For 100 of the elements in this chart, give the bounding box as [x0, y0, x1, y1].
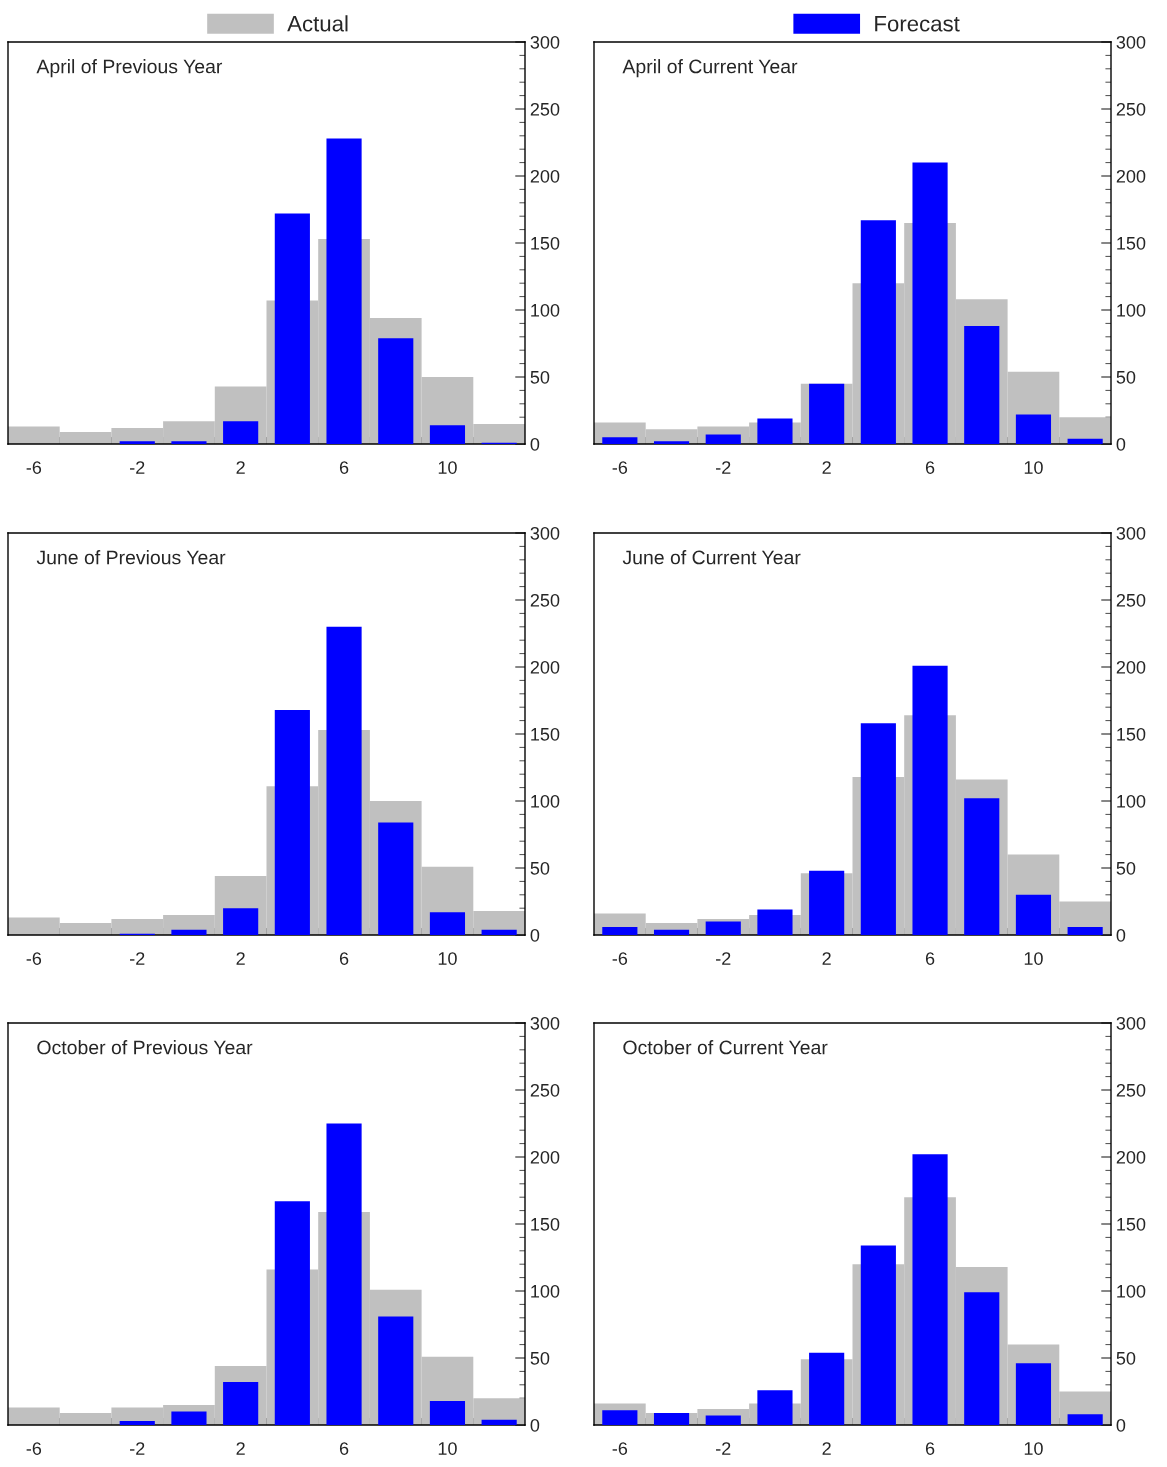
bar — [1067, 438, 1103, 444]
legend-label: Forecast — [875, 16, 960, 32]
x-tick-label: -6 — [612, 461, 628, 474]
y-tick-label: 250 — [1116, 593, 1146, 607]
y-tick-label: 50 — [1116, 370, 1136, 384]
y-tick-label: 0 — [530, 928, 540, 942]
text: June of Current Year — [622, 550, 801, 565]
y-tick-label: 150 — [1117, 1217, 1146, 1231]
y-tick-label: 300 — [530, 1016, 560, 1030]
y-tick-label: 300 — [1116, 526, 1146, 540]
bar — [119, 441, 155, 444]
bar — [171, 1411, 207, 1425]
y-tick-label: 300 — [530, 35, 560, 49]
bar — [429, 1400, 466, 1425]
x-tick-label: 2 — [822, 1442, 831, 1455]
x-tick-label: 2 — [236, 952, 245, 965]
x-tick-label: -2 — [130, 1442, 145, 1455]
legend-label: Actual — [287, 15, 348, 32]
y-tick-label: 100 — [531, 303, 560, 317]
y-tick-label: 50 — [530, 370, 550, 384]
y-tick-label: 50 — [1116, 1351, 1136, 1365]
text: October of Previous Year — [37, 1040, 253, 1055]
text: April of Current Year — [622, 59, 798, 78]
y-tick-label: 0 — [1116, 1418, 1126, 1432]
y-tick-label: 150 — [1117, 727, 1146, 741]
y-tick-label: 200 — [1116, 169, 1146, 183]
x-tick-label: 2 — [822, 461, 831, 474]
x-tick-label: -2 — [716, 1442, 731, 1455]
x-tick-label: 10 — [1024, 952, 1043, 965]
y-tick-label: 200 — [530, 660, 560, 674]
y-tick-label: 0 — [1116, 437, 1126, 451]
text: October of Current Year — [623, 1040, 828, 1055]
y-tick-label: 100 — [531, 794, 560, 808]
x-tick-label: 2 — [236, 461, 245, 474]
bar — [223, 908, 259, 935]
x-tick-label: -2 — [716, 461, 731, 474]
x-tick-label: 6 — [339, 952, 349, 965]
x-tick-label: -6 — [612, 1442, 628, 1455]
x-tick-label: 10 — [1024, 1442, 1043, 1455]
y-tick-label: 250 — [530, 102, 560, 116]
y-tick-label: 300 — [530, 526, 560, 540]
y-tick-label: 200 — [530, 1150, 560, 1164]
bar — [653, 441, 690, 444]
y-tick-label: 0 — [530, 1418, 540, 1432]
bar — [1015, 894, 1052, 935]
bar — [653, 929, 690, 935]
bar — [171, 929, 207, 935]
bar — [171, 441, 207, 444]
y-tick-label: 200 — [1116, 660, 1146, 674]
y-tick-label: 250 — [530, 1083, 560, 1097]
y-tick-label: 200 — [530, 169, 560, 183]
bar — [481, 1419, 517, 1425]
text: June of Previous Year — [36, 550, 226, 565]
bar — [1015, 414, 1052, 444]
x-tick-label: 10 — [1024, 461, 1043, 474]
x-tick-label: -6 — [26, 461, 42, 474]
x-tick-label: 10 — [438, 1442, 457, 1455]
text: April of Previous Year — [36, 59, 223, 78]
x-tick-label: -6 — [26, 952, 42, 965]
x-tick-label: 6 — [339, 461, 349, 474]
y-tick-label: 150 — [531, 1217, 560, 1231]
bar — [1067, 1414, 1103, 1425]
bar — [602, 437, 638, 444]
x-tick-label: -6 — [26, 1442, 42, 1455]
bar — [705, 434, 741, 444]
y-tick-label: 100 — [1117, 303, 1146, 317]
bar — [429, 425, 466, 444]
y-tick-label: 50 — [530, 861, 550, 875]
bar — [602, 926, 638, 935]
y-tick-label: 100 — [531, 1284, 560, 1298]
bar — [1067, 926, 1103, 935]
x-tick-label: -6 — [612, 952, 628, 965]
y-tick-label: 250 — [530, 593, 560, 607]
x-tick-label: 10 — [438, 952, 457, 965]
y-tick-label: 200 — [1116, 1150, 1146, 1164]
y-tick-label: 250 — [1116, 102, 1146, 116]
bar — [602, 1410, 638, 1425]
y-tick-label: 100 — [1117, 1284, 1146, 1298]
y-tick-label: 150 — [531, 236, 560, 250]
x-tick-label: 2 — [236, 1442, 245, 1455]
bar — [1015, 1363, 1052, 1425]
x-tick-label: 6 — [339, 1442, 349, 1455]
y-tick-label: 0 — [1116, 928, 1126, 942]
y-tick-label: 0 — [530, 437, 540, 451]
x-tick-label: 6 — [925, 952, 935, 965]
y-tick-label: 250 — [1116, 1083, 1146, 1097]
bar — [705, 1415, 741, 1425]
x-tick-label: -2 — [130, 461, 145, 474]
x-tick-label: -2 — [716, 952, 731, 965]
y-tick-label: 150 — [1117, 236, 1146, 250]
bar — [429, 912, 466, 935]
y-tick-label: 100 — [1117, 794, 1146, 808]
y-tick-label: 300 — [1116, 1016, 1146, 1030]
y-tick-label: 50 — [530, 1351, 550, 1365]
bar — [481, 929, 517, 935]
x-tick-label: -2 — [130, 952, 145, 965]
x-tick-label: 6 — [925, 461, 935, 474]
x-tick-label: 2 — [822, 952, 831, 965]
bar — [119, 1420, 155, 1425]
x-tick-label: 10 — [438, 461, 457, 474]
